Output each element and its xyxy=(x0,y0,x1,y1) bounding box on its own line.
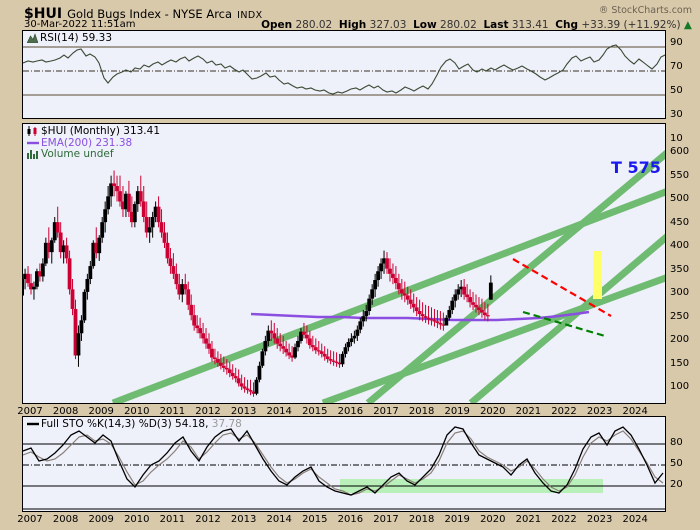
x-axis-year-2018: 2018 xyxy=(408,514,435,525)
ohlc-quote-bar: Open 280.02 High 327.03 Low 280.02 Last … xyxy=(261,19,692,31)
x-axis-year-2019: 2019 xyxy=(444,514,470,525)
x-axis-year-2021: 2021 xyxy=(515,406,542,417)
price-tick-550: 550 xyxy=(670,170,690,181)
rsi-tick-50: 50 xyxy=(670,85,683,96)
x-axis-year-2012: 2012 xyxy=(195,514,221,525)
x-axis-year-2015: 2015 xyxy=(302,514,328,525)
chg-up-arrow-icon: ▲ xyxy=(683,19,692,31)
stoch-tick-80: 80 xyxy=(670,437,683,448)
rsi-mountain-icon xyxy=(27,33,38,43)
ema-legend-label: EMA(200) 231.38 xyxy=(41,136,133,149)
ema-line-icon xyxy=(27,138,39,148)
last-value: 313.41 xyxy=(511,19,549,31)
rsi-panel: RSI(14) 59.33 xyxy=(22,30,666,119)
x-axis-year-2023: 2023 xyxy=(586,514,613,525)
x-axis-year-2014: 2014 xyxy=(266,514,292,525)
stochastic-panel: Full STO %K(14,3) %D(3) 54.18, 37.78 xyxy=(22,416,666,512)
stochastic-line-icon xyxy=(27,419,39,429)
stockcharts-attribution: ® StockCharts.com xyxy=(598,5,692,16)
chart-title: $HUI Gold Bugs Index - NYSE Arca INDX xyxy=(24,3,262,22)
x-axis-year-2023: 2023 xyxy=(586,406,613,417)
price-tick-350: 350 xyxy=(670,264,690,275)
chg-label: Chg xyxy=(555,19,578,31)
rsi-legend-label: RSI(14) 59.33 xyxy=(40,32,113,44)
x-axis-year-2020: 2020 xyxy=(480,406,506,417)
price-plot xyxy=(23,124,665,403)
x-axis-year-2011: 2011 xyxy=(159,514,186,525)
x-axis-year-2013: 2013 xyxy=(230,406,257,417)
low-value: 280.02 xyxy=(440,19,477,31)
stochastic-legend: Full STO %K(14,3) %D(3) 54.18, 37.78 xyxy=(27,418,242,431)
rsi-tick-90: 90 xyxy=(670,37,683,48)
x-axis-year-2024: 2024 xyxy=(622,406,648,417)
price-tick-300: 300 xyxy=(670,287,690,298)
low-label: Low xyxy=(413,19,437,31)
stochastic-d-value: 37.78 xyxy=(211,418,242,430)
candlestick-series xyxy=(23,170,493,397)
stochastic-legend-label: Full STO %K(14,3) %D(3) 54.18, xyxy=(41,418,209,430)
x-axis-year-2018: 2018 xyxy=(408,406,435,417)
price-panel: $HUI (Monthly) 313.41 EMA(200) 231.38 Vo… xyxy=(22,123,666,404)
price-legend-label: $HUI (Monthly) 313.41 xyxy=(41,125,161,137)
last-label: Last xyxy=(483,19,509,31)
x-axis-year-2007: 2007 xyxy=(17,406,43,417)
exchange-label: INDX xyxy=(237,10,263,21)
quote-datetime: 30-Mar-2022 11:51am xyxy=(24,19,136,30)
stoch-tick-20: 20 xyxy=(670,479,683,490)
price-tick-400: 400 xyxy=(670,240,690,251)
x-axis-year-2010: 2010 xyxy=(124,406,150,417)
x-axis-year-2022: 2022 xyxy=(551,514,577,525)
x-axis-year-2016: 2016 xyxy=(337,514,364,525)
target-annotation-label: T 575 xyxy=(611,158,661,177)
open-label: Open xyxy=(261,19,293,31)
x-axis-year-2009: 2009 xyxy=(88,514,114,525)
x-axis-year-2020: 2020 xyxy=(480,514,506,525)
x-axis-year-2010: 2010 xyxy=(124,514,150,525)
price-tick-100: 100 xyxy=(670,381,690,392)
x-axis-year-2015: 2015 xyxy=(302,406,328,417)
x-axis-year-2022: 2022 xyxy=(551,406,577,417)
chg-value: +33.39 (+11.92%) xyxy=(581,19,681,31)
x-axis-year-2008: 2008 xyxy=(52,514,79,525)
volume-bars-icon xyxy=(27,149,39,159)
x-axis-year-2017: 2017 xyxy=(373,406,399,417)
x-axis-year-2017: 2017 xyxy=(373,514,399,525)
x-axis-year-2011: 2011 xyxy=(159,406,186,417)
x-axis-year-2021: 2021 xyxy=(515,514,542,525)
x-axis-year-2019: 2019 xyxy=(444,406,470,417)
x-axis-year-2007: 2007 xyxy=(17,514,43,525)
price-tick-450: 450 xyxy=(670,217,690,228)
rsi-tick-30: 30 xyxy=(670,109,683,120)
stoch-tick-50: 50 xyxy=(670,458,683,469)
rsi-tick-10: 10 xyxy=(670,133,683,144)
symbol-label: $HUI xyxy=(24,6,63,22)
volume-legend-label: Volume undef xyxy=(41,148,114,160)
x-axis-year-2016: 2016 xyxy=(337,406,364,417)
x-axis-year-2008: 2008 xyxy=(52,406,79,417)
x-axis-year-2012: 2012 xyxy=(195,406,221,417)
stochastic-plot xyxy=(23,417,665,511)
price-tick-250: 250 xyxy=(670,311,690,322)
price-legend: $HUI (Monthly) 313.41 EMA(200) 231.38 Vo… xyxy=(27,125,161,161)
x-axis-years-top: 2007 2008 2009 2010 2011 2012 2013 2014 2015 2016… xyxy=(17,404,666,420)
open-value: 280.02 xyxy=(295,19,333,31)
rsi-plot xyxy=(23,31,665,118)
x-axis-year-2013: 2013 xyxy=(230,514,257,525)
price-tick-500: 500 xyxy=(670,193,690,204)
candlestick-icon xyxy=(27,126,39,136)
x-axis-years-bottom: 2007 2008 2009 2010 2011 2012 2013 2014 2015 2016… xyxy=(17,512,666,528)
security-name-label: Gold Bugs Index - NYSE Arca xyxy=(67,7,233,21)
rsi-tick-70: 70 xyxy=(670,61,683,72)
x-axis-year-2009: 2009 xyxy=(88,406,114,417)
high-value: 327.03 xyxy=(369,19,407,31)
x-axis-year-2014: 2014 xyxy=(266,406,292,417)
price-tick-600: 600 xyxy=(670,146,690,157)
rsi-legend: RSI(14) 59.33 xyxy=(27,32,113,45)
price-tick-150: 150 xyxy=(670,358,690,369)
price-tick-200: 200 xyxy=(670,334,690,345)
high-label: High xyxy=(338,19,367,31)
x-axis-year-2024: 2024 xyxy=(622,514,648,525)
